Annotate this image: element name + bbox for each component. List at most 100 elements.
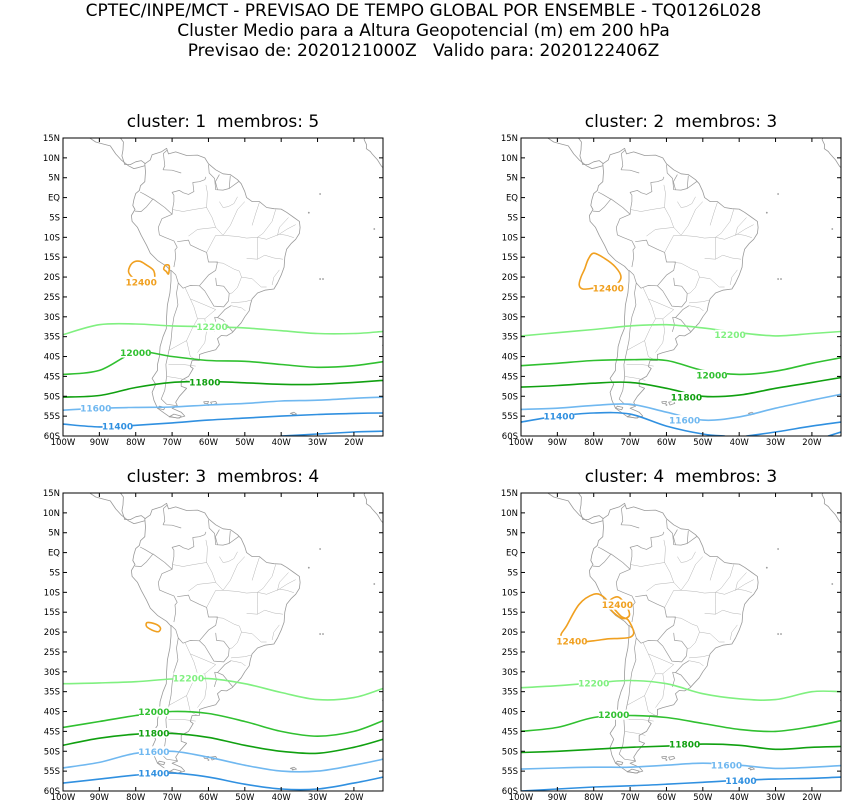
country-border [672,671,691,687]
country-border [675,305,690,318]
contour-label-bg [80,403,111,414]
contour-label-11400: 11400 [725,777,756,787]
central-america-coast-east [119,493,146,520]
coastlines [546,493,841,774]
lat-label: 10N [501,154,518,164]
island-dot [319,548,321,550]
contour-line-12200 [63,677,383,701]
state-border [257,564,276,593]
state-border [230,305,246,312]
state-border [230,654,252,659]
state-border [663,539,671,573]
state-border [277,572,289,591]
contour-label-bg [671,392,702,403]
lat-label: 60S [502,432,518,442]
state-border [704,237,716,260]
state-border [704,592,716,615]
state-border [680,201,703,236]
island-dot [322,633,324,635]
lat-label: 15N [501,134,518,144]
island-dot [777,278,779,280]
state-border [655,309,674,320]
state-border [197,673,207,708]
contour-label-bg [138,746,169,757]
contour-label-bg [578,677,609,688]
state-border [648,653,674,665]
contour-label-12200: 12200 [578,679,609,689]
contour-label-bg [593,282,624,293]
state-border [687,277,700,294]
contour-labels: 12400 12200 12000 11800 11600 11400 [80,276,228,433]
contours [63,621,383,791]
map-panel-2: 12400 12200 12000 11800 11600 11400 15N 10N 5N EQ… [501,134,842,448]
state-border [642,286,656,319]
state-border [729,269,738,286]
lat-label: 20S [44,273,60,283]
island [626,768,640,774]
country-border [214,316,233,332]
state-border [251,202,260,226]
state-border [735,579,754,591]
state-border [229,277,242,294]
central-america-coast-west [546,493,603,524]
country-border [170,239,218,289]
map-content: 12200 12000 11800 11600 11400 [63,493,383,791]
lon-label: 30W [766,793,786,803]
lat-label: EQ [48,549,60,559]
lat-label: 50S [44,747,60,757]
state-border [237,588,280,595]
state-borders [624,184,754,381]
state-border [205,539,213,573]
state-border [642,641,656,674]
island-dot [319,193,321,195]
state-border [729,624,738,641]
island [168,768,182,774]
island-dot [831,583,834,585]
country-border [215,174,220,190]
country-border [628,594,676,644]
lat-label: 55S [502,412,518,422]
country-border [199,277,230,308]
island-dot [777,193,779,195]
south-america-coast [589,502,759,774]
country-border [162,149,168,170]
lat-label: 15N [43,134,60,144]
state-border [230,299,252,304]
state-border [241,276,267,288]
state-border [184,641,198,674]
state-border [688,654,710,659]
state-border [677,551,696,563]
state-borders [166,184,296,381]
lat-label: 30S [502,313,518,323]
contour-label-bg [602,599,633,610]
state-border [215,262,242,278]
lon-label: 70W [620,438,640,448]
island [661,756,667,760]
island [203,401,209,405]
header-title: CPTEC/INPE/MCT - PREVISAO DE TEMPO GLOBA… [85,1,762,21]
country-border [618,637,637,762]
lat-label: 40S [502,353,518,363]
lat-label: 25S [44,648,60,658]
state-border [699,631,725,643]
state-border [168,364,196,367]
contour-line-11200 [827,431,841,436]
country-border [615,176,665,268]
island-dot [373,583,376,585]
state-border [735,217,747,236]
state-border [277,579,296,591]
country-border [675,660,690,673]
state-border [735,572,747,591]
contour-label-11800: 11800 [669,741,700,751]
lat-label: 15S [44,608,60,618]
contour-line-12000 [521,356,841,376]
map-frame [62,492,384,792]
lon-label: 20W [344,438,364,448]
state-border [222,556,245,591]
coastlines [88,138,383,419]
state-borders [624,539,754,736]
lon-label: 100W [51,438,76,448]
map-content: 12400 12400 12200 12000 11800 11600 11400 [521,493,841,791]
lat-label: 35S [502,333,518,343]
lon-label: 80W [126,793,146,803]
